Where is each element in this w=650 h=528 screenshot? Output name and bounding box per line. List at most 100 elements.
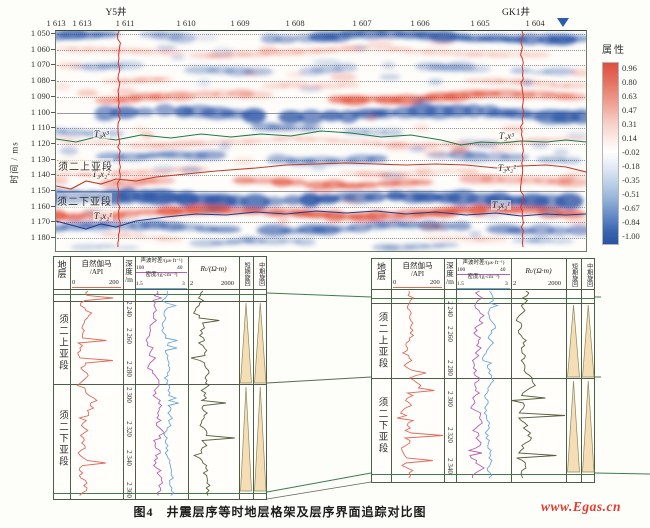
column-divider	[511, 259, 512, 482]
depth-tick-label: 2 280	[446, 360, 454, 376]
tie-line	[594, 472, 650, 475]
short-cycle-header: 短期旋回	[570, 262, 577, 287]
gr-unit: /API	[410, 270, 425, 278]
time-tick-mark	[51, 127, 55, 128]
ac-title: 声波时差/(μs·ft⁻¹)	[462, 260, 505, 266]
den-min: 1.5	[457, 281, 464, 287]
column-divider	[135, 257, 136, 499]
trace-tick-label: 1 611	[115, 18, 135, 28]
ac-title: 声波时差/(μs·ft⁻¹)	[140, 258, 183, 264]
colorbar-gradient	[602, 62, 619, 245]
tie-line-top	[372, 298, 594, 299]
time-tick-mark	[51, 237, 55, 238]
time-tick-label: 1 180	[30, 232, 50, 242]
den-curve	[161, 290, 179, 496]
time-tick-label: 1 150	[30, 185, 50, 195]
colorbar-tick: 0.63	[622, 91, 637, 101]
depth-tick-label: 2 320	[446, 427, 454, 443]
horizon-label: T₃x³	[498, 131, 515, 141]
trace-tick-label: 1 604	[525, 18, 545, 28]
gr-title: 自然伽马	[81, 259, 112, 268]
trace-tick-label: 1 613	[46, 18, 66, 28]
gr-legend-line	[393, 287, 442, 288]
seismic-section: T₃x³ T₃x₂² T₃x₂¹ T₃x³ T₃x₂² T₃x₂¹ 须二上亚段 须二下亚段	[55, 30, 587, 252]
well-trace-y5	[116, 31, 121, 247]
column-divider	[188, 257, 189, 499]
zone-top-line	[372, 303, 594, 304]
time-tick-mark	[51, 159, 55, 160]
den-title: 密度/(g·cm⁻³)	[467, 274, 500, 280]
time-tick-mark	[51, 206, 55, 207]
time-gridline	[57, 65, 585, 66]
tie-line-top	[54, 294, 266, 295]
time-tick-mark	[51, 80, 55, 81]
ac-max: 40	[500, 267, 506, 273]
ac-min: 100	[457, 267, 466, 273]
time-gridline	[57, 207, 585, 208]
colorbar-tick: 0.31	[622, 119, 637, 129]
gr-min: 0	[393, 279, 397, 286]
ac-max: 40	[177, 265, 183, 271]
time-gridline	[57, 81, 585, 82]
ac-curve	[467, 290, 485, 478]
zone-label: 须二下亚段	[376, 397, 387, 455]
tie-line	[266, 481, 372, 500]
time-tick-mark	[51, 64, 55, 65]
seismic-zone-label: 须二下亚段	[57, 193, 112, 208]
den-title: 密度/(g·cm⁻³)	[145, 272, 178, 278]
column-divider	[581, 259, 582, 482]
column-divider	[566, 259, 567, 482]
well-trace-gk1	[519, 31, 525, 248]
den-max: 3	[182, 281, 185, 287]
time-tick-label: 1 120	[30, 138, 50, 148]
time-tick-label: 1 070	[30, 59, 50, 69]
res-min: 2	[190, 280, 194, 287]
horizon-label: T₃x³	[93, 129, 110, 139]
well-marker-icon	[557, 18, 569, 27]
zone-divide-line	[372, 378, 594, 379]
tie-line	[266, 376, 372, 384]
time-tick-label: 1 170	[30, 216, 50, 226]
colorbar-tick: -0.35	[622, 175, 640, 185]
time-gridline	[57, 238, 585, 239]
short-cycle-header: 短期旋回	[243, 261, 250, 286]
zone-top-line	[54, 301, 266, 302]
time-tick-label: 1 140	[30, 169, 50, 179]
mid-cycle-triangle	[582, 304, 595, 378]
strat-header: 地 层	[376, 262, 386, 282]
res-curve	[190, 290, 235, 496]
horizon-label: T₃x₂¹	[491, 200, 511, 210]
mid-cycle-triangle	[254, 386, 267, 492]
well-label: Y5井	[105, 8, 127, 18]
mid-cycle-triangle	[254, 302, 267, 384]
time-tick-mark	[51, 96, 55, 97]
time-tick-label: 1 130	[30, 154, 50, 164]
res-title: Rₜ/(Ω·m)	[525, 266, 552, 275]
colorbar-tick: -1.00	[622, 231, 640, 241]
depth-tick-label: 2 240	[446, 301, 454, 317]
amplitude-blobs	[56, 31, 586, 251]
short-cycle-triangle	[240, 386, 252, 492]
horizon-label: T₃x₂²	[91, 169, 111, 179]
horizon-label: T₃x₂²	[497, 163, 517, 173]
colorbar-tick: 0.47	[622, 105, 637, 115]
time-tick-label: 1 050	[30, 28, 50, 38]
column-divider	[123, 257, 124, 499]
header-divider	[54, 289, 266, 290]
colorbar-tick: -0.51	[622, 189, 640, 199]
column-divider	[391, 259, 392, 482]
trace-tick-label: 1 607	[352, 18, 372, 28]
den-legend-line	[136, 288, 187, 289]
mid-cycle-triangle	[582, 380, 595, 473]
trace-tick-label: 1 610	[176, 18, 196, 28]
time-gridline	[57, 175, 585, 176]
depth-tick-label: 2 240	[125, 301, 133, 317]
ac-legend-line	[457, 274, 510, 275]
res-min: 2	[513, 280, 517, 287]
ac-min: 100	[136, 265, 145, 271]
res-max: 2000	[221, 280, 234, 287]
column-divider	[70, 257, 71, 499]
column-divider	[456, 259, 457, 482]
mid-cycle-header: 中期旋回	[585, 262, 592, 287]
